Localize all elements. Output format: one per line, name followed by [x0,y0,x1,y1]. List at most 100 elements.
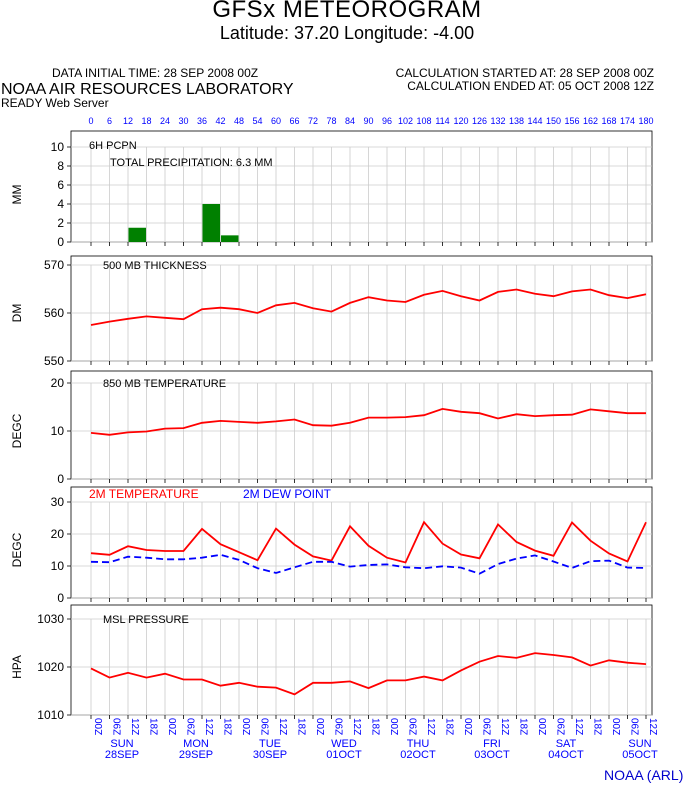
hour-label: 12Z [499,718,510,735]
hour-label: 00Z [92,718,103,735]
y-tick-label: 570 [44,258,64,272]
hour-label: 18Z [592,718,603,735]
data-initial-time: DATA INITIAL TIME: 28 SEP 2008 00Z [52,66,259,80]
time-axis: 00Z 06Z 12Z 18Z 00Z 06Z 12Z 18Z 00Z 06Z 12Z 18Z 00Z 0… [92,718,658,761]
forecast-hour-label: 84 [345,116,355,126]
hour-label: 18Z [222,718,233,735]
day-label: MON [183,738,209,750]
y-tick-label: 0 [57,472,64,486]
legend-2m-dew-point: 2M DEW POINT [243,487,332,501]
legend-2m-temperature: 2M TEMPERATURE [89,487,199,501]
hour-label: 18Z [444,718,455,735]
y-tick-label: 2 [57,216,64,230]
day-label: FRI [483,738,501,750]
y-tick-label: 20 [51,527,65,541]
date-label: 01OCT [326,749,362,761]
hour-label: 18Z [296,718,307,735]
forecast-hour-label: 12 [123,116,133,126]
y-tick-label: 4 [57,197,64,211]
calculation-ended: CALCULATION ENDED AT: 05 OCT 2008 12Z [407,79,654,93]
server-label: READY Web Server [1,96,109,110]
hour-label: 12Z [203,718,214,735]
hour-label: 18Z [370,718,381,735]
hour-label: 06Z [185,718,196,735]
forecast-hour-label: 96 [382,116,392,126]
y-tick-label: 10 [51,424,65,438]
hour-label: 12Z [351,718,362,735]
y-tick-label: 0 [57,235,64,249]
forecast-hour-label: 24 [160,116,170,126]
forecast-hour-label: 72 [308,116,318,126]
day-label: SAT [556,738,577,750]
total-precip-annotation: TOTAL PRECIPITATION: 6.3 MM [110,157,273,169]
forecast-hour-label: 42 [215,116,225,126]
hour-label: 00Z [314,718,325,735]
forecast-hour-label: 54 [252,116,262,126]
y-axis-label: DEGC [10,532,24,567]
forecast-hour-label: 6 [107,116,112,126]
hour-label: 00Z [536,718,547,735]
calculation-started: CALCULATION STARTED AT: 28 SEP 2008 00Z [395,66,654,80]
day-label: SUN [110,738,133,750]
forecast-hour-label: 156 [564,116,579,126]
panel-2: 550 560 570 DM 500 MB THICKNESS [10,255,653,368]
hour-label: 00Z [388,718,399,735]
hour-label: 12Z [425,718,436,735]
forecast-hour-label: 132 [490,116,505,126]
hour-label: 06Z [333,718,344,735]
date-label: 04OCT [548,749,584,761]
series-line-1 [90,288,647,326]
y-tick-label: 0 [57,591,64,605]
panel-label: 500 MB THICKNESS [103,260,207,272]
forecast-hour-label: 90 [363,116,373,126]
series-line-1 [90,520,647,564]
y-axis-label: DEGC [10,413,24,448]
panel-5: 1010 1020 1030 HPA MSL PRESSURE [10,604,653,722]
hour-label: 00Z [462,718,473,735]
y-tick-label: 1010 [37,708,64,722]
y-tick-label: 1020 [37,660,64,674]
hour-label: 12Z [573,718,584,735]
forecast-hour-label: 162 [583,116,598,126]
forecast-hour-label: 174 [620,116,635,126]
y-tick-label: 550 [44,354,64,368]
y-tick-label: 6 [57,178,64,192]
forecast-hour-label: 168 [601,116,616,126]
forecast-hour-label: 126 [472,116,487,126]
forecast-hour-label: 180 [638,116,653,126]
date-label: 28SEP [105,749,139,761]
forecast-hour-label: 30 [178,116,188,126]
forecast-hour-label: 114 [435,116,449,126]
hour-label: 06Z [111,718,122,735]
date-label: 02OCT [400,749,436,761]
date-label: 30SEP [253,749,287,761]
y-tick-label: 10 [51,140,65,154]
hour-label: 06Z [259,718,270,735]
forecast-hour-label: 0 [88,116,93,126]
hour-label: 12Z [129,718,140,735]
y-axis-label: MM [10,185,24,205]
lab-name: NOAA AIR RESOURCES LABORATORY [1,81,294,98]
hour-label: 00Z [240,718,251,735]
date-label: 05OCT [622,749,658,761]
forecast-hour-label: 78 [326,116,336,126]
precip-bar [128,227,146,242]
day-label: THU [407,738,430,750]
series-line-2 [90,553,647,575]
panel-label: 850 MB TEMPERATURE [103,378,226,390]
forecast-hour-label: 48 [234,116,244,126]
forecast-hour-label: 108 [416,116,431,126]
forecast-hour-label: 60 [271,116,281,126]
panel-label: 6H PCPN [89,140,137,152]
date-label: 03OCT [474,749,510,761]
panel-frame [70,486,653,599]
forecast-hour-label: 36 [197,116,207,126]
forecast-hour-label: 150 [546,116,561,126]
series-line-1 [90,652,647,696]
precip-bar [202,204,220,242]
date-label: 29SEP [179,749,213,761]
forecast-hour-label: 120 [453,116,468,126]
day-label: WED [331,738,357,750]
hour-label: 12Z [277,718,288,735]
